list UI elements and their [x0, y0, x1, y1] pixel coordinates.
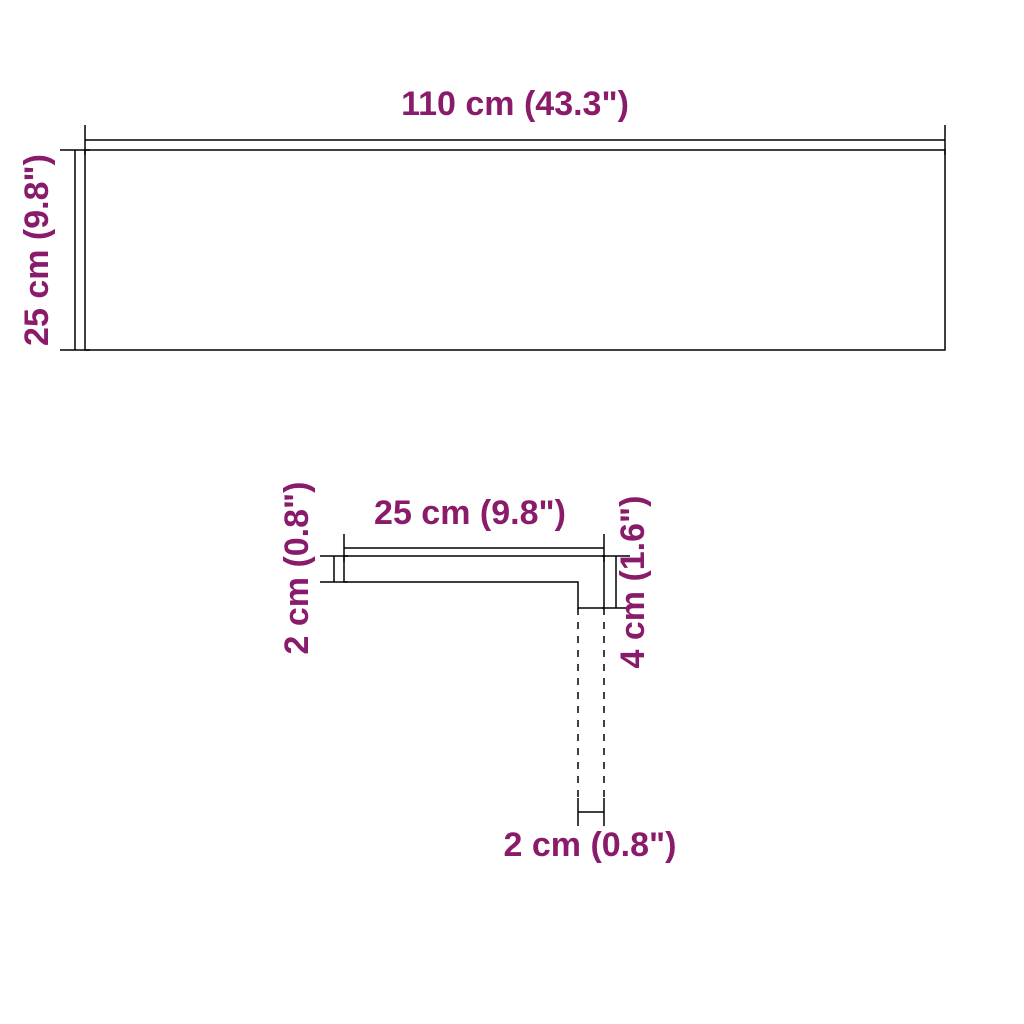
profile-outline — [344, 556, 604, 608]
top-view-rect — [85, 150, 945, 350]
dim-label-lip-height: 4 cm (1.6") — [614, 496, 652, 669]
dim-label-lip-width: 2 cm (0.8") — [504, 826, 677, 864]
dim-label-height-top: 25 cm (9.8") — [18, 154, 56, 346]
dim-label-profile-width: 25 cm (9.8") — [374, 494, 566, 532]
dim-label-profile-thick: 2 cm (0.8") — [278, 482, 316, 655]
dim-label-width-top: 110 cm (43.3") — [401, 85, 629, 123]
dimension-diagram: 110 cm (43.3") 25 cm (9.8") 25 cm (9.8") 2 … — [0, 0, 1024, 1024]
